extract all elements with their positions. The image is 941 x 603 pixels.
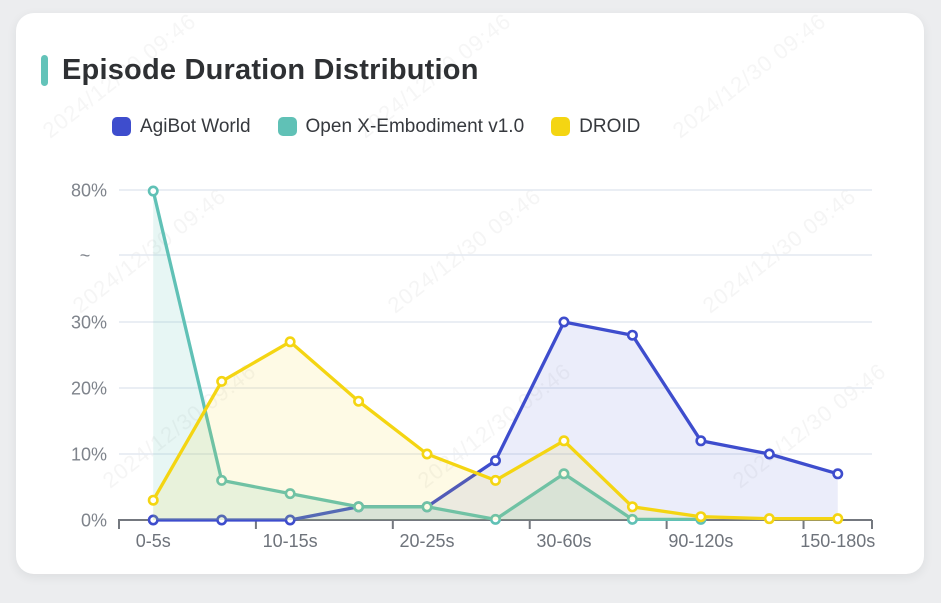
watermark: 2024/12/30 09:46 2024/12/30 09:46 2024/12/… — [16, 13, 924, 574]
watermark-text: 2024/12/30 09:46 — [382, 183, 546, 319]
title-accent-bar — [41, 55, 48, 86]
legend-item-droid[interactable]: DROID — [551, 116, 640, 137]
page-title: Episode Duration Distribution — [62, 54, 479, 86]
watermark-text: 2024/12/30 09:46 — [97, 358, 261, 494]
legend-item-open-x-embodiment-v1-0[interactable]: Open X-Embodiment v1.0 — [277, 116, 525, 137]
legend-swatch-icon — [277, 117, 297, 136]
watermark-text: 2024/12/30 09:46 — [697, 183, 861, 319]
chart-card: 2024/12/30 09:46 2024/12/30 09:46 2024/12/… — [16, 13, 924, 574]
legend-label: DROID — [579, 116, 641, 137]
legend-swatch-icon — [112, 117, 131, 136]
legend-item-agibot-world[interactable]: AgiBot World — [112, 116, 251, 137]
legend: AgiBot World Open X-Embodiment v1.0 DROID — [112, 116, 640, 137]
legend-label: AgiBot World — [140, 116, 251, 137]
legend-label: Open X-Embodiment v1.0 — [305, 116, 525, 137]
title-row: Episode Duration Distribution — [41, 54, 479, 87]
watermark-text: 2024/12/30 09:46 — [412, 358, 576, 494]
legend-swatch-icon — [551, 117, 571, 136]
watermark-text: 2024/12/30 09:46 — [67, 183, 231, 319]
watermark-text: 2024/12/30 09:46 — [667, 13, 831, 144]
watermark-text: 2024/12/30 09:46 — [727, 358, 891, 494]
